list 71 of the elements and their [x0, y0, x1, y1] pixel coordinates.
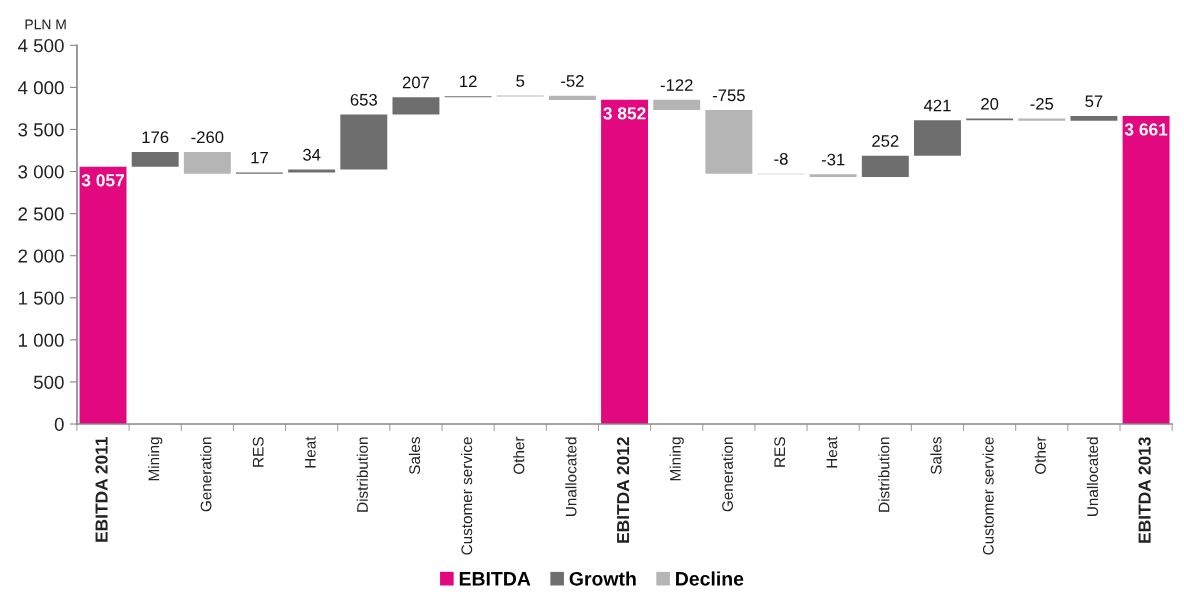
bar	[79, 166, 127, 425]
data-label: -25	[1030, 97, 1054, 110]
bar	[601, 99, 649, 425]
y-tick-label: 4 500	[17, 39, 64, 53]
y-tick-label: 1 000	[18, 333, 64, 347]
x-tick-label: RES	[774, 437, 786, 467]
data-label: 653	[350, 93, 377, 106]
data-label: 17	[251, 151, 268, 164]
data-label: -122	[660, 79, 693, 91]
data-label: 207	[402, 76, 430, 89]
data-label: -755	[712, 89, 745, 102]
x-tick-label: Other	[1034, 436, 1046, 474]
x-tick-label: Unallocated	[1086, 437, 1099, 517]
y-tick-label: 3 000	[18, 165, 64, 179]
x-tick-label: Distribution	[356, 437, 368, 512]
data-label: 3 057	[81, 174, 124, 187]
data-label: 3 852	[603, 107, 646, 120]
x-tick-label: Distribution	[878, 437, 890, 512]
x-tick-label: Heat	[826, 436, 838, 468]
x-tick-label: Customer service	[460, 437, 473, 555]
data-label: 3 661	[1124, 123, 1168, 136]
y-tick-label: 4 000	[17, 81, 64, 95]
legend-label: EBITDA	[459, 572, 531, 586]
bar	[131, 151, 179, 167]
x-tick-label: Customer service	[982, 437, 994, 555]
y-tick-label: 2 000	[18, 249, 64, 263]
y-tick-label: 500	[33, 375, 64, 389]
data-label: -260	[191, 131, 224, 144]
x-tick-label: EBITDA 2012	[616, 437, 630, 543]
data-label: 421	[923, 99, 951, 112]
bar	[653, 99, 701, 111]
bar	[705, 110, 753, 174]
bar	[809, 174, 857, 177]
bar	[392, 97, 440, 115]
data-label: 57	[1085, 95, 1103, 108]
x-tick-label: Other	[513, 436, 525, 474]
bar	[1070, 115, 1118, 121]
data-label: -31	[821, 153, 845, 166]
x-tick-label: Mining	[669, 437, 684, 481]
x-tick-label: EBITDA 2011	[95, 436, 108, 542]
bar	[914, 120, 961, 156]
x-tick-label: Generation	[721, 437, 733, 512]
data-label: 5	[516, 75, 525, 87]
data-label: -52	[561, 75, 584, 87]
bar	[1122, 115, 1170, 425]
y-tick-label: 0	[54, 417, 64, 431]
x-tick-label: Sales	[408, 437, 421, 475]
bar	[340, 114, 388, 170]
y-tick-label: 3 500	[18, 123, 64, 137]
x-tick-label: Mining	[148, 437, 163, 481]
data-label: 252	[872, 135, 899, 147]
x-tick-label: Generation	[200, 437, 212, 512]
legend-label: Decline	[676, 571, 744, 586]
y-tick-label: 1 500	[18, 291, 64, 305]
data-label: -8	[774, 152, 788, 165]
bar	[548, 95, 596, 101]
x-tick-label: Heat	[305, 436, 316, 468]
y-tick-label: 2 500	[18, 207, 64, 221]
bar	[183, 151, 231, 174]
bar	[1018, 118, 1066, 121]
data-label: 176	[142, 131, 169, 144]
x-tick-label: Sales	[930, 437, 942, 475]
x-tick-label: EBITDA 2013	[1138, 437, 1151, 543]
legend-label: Growth	[569, 571, 636, 586]
bar	[861, 155, 909, 177]
x-tick-label: Unallocated	[565, 437, 577, 517]
data-label: 20	[981, 97, 999, 110]
y-axis-title: PLN M	[25, 19, 66, 30]
data-label: 34	[303, 148, 321, 161]
x-tick-label: RES	[252, 437, 264, 467]
data-label: 12	[460, 75, 477, 88]
